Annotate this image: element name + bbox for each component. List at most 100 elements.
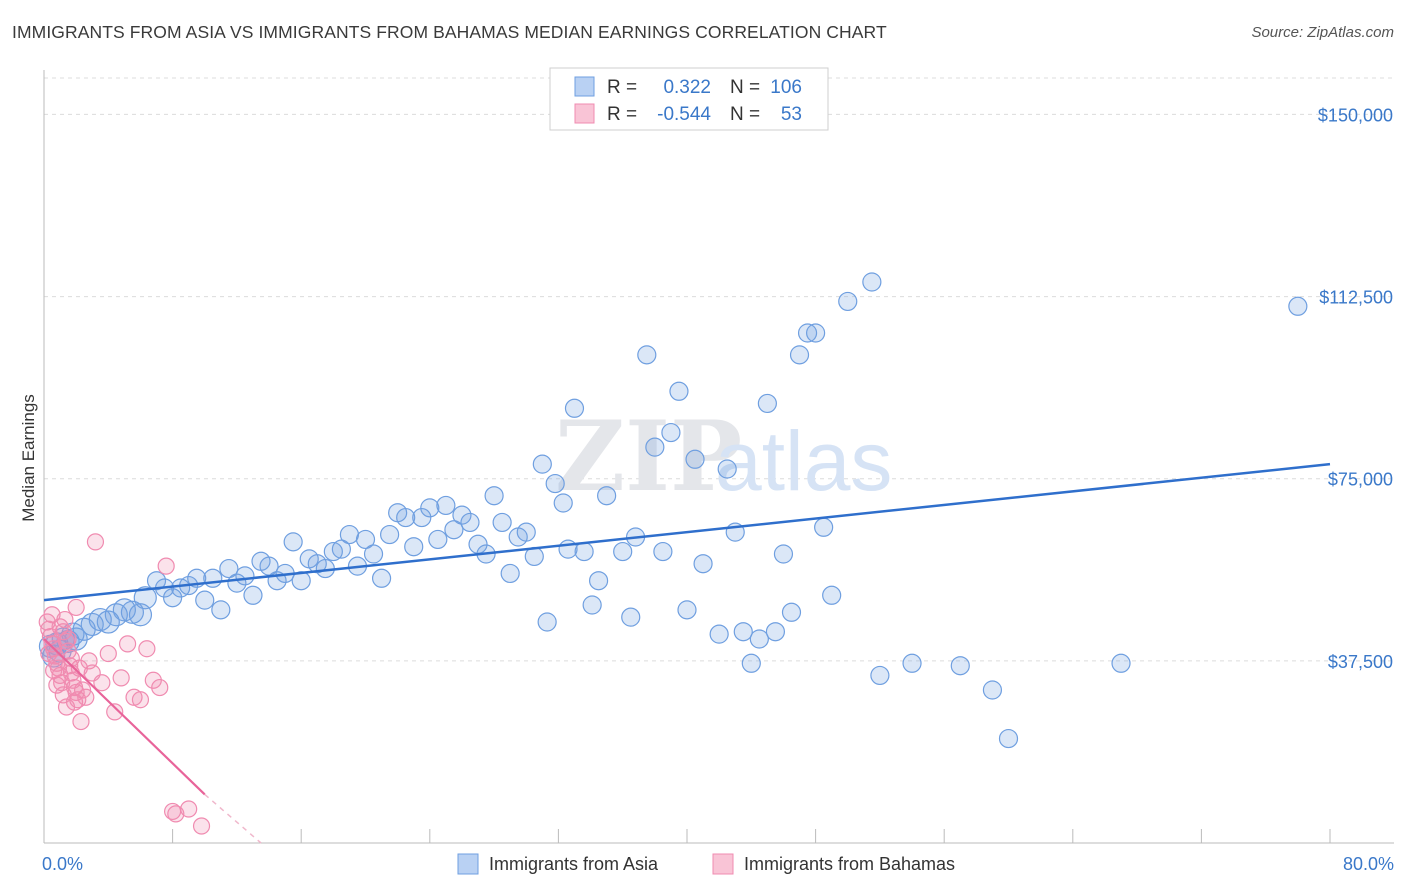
asia-point-79 (645, 437, 665, 457)
legend-swatch-bahamas (574, 103, 595, 124)
asia-point-46 (380, 524, 400, 545)
asia-point-106 (982, 680, 1003, 700)
asia-point-52 (428, 529, 448, 550)
asia-point-102 (862, 272, 882, 292)
asia-point-109 (1288, 296, 1308, 316)
axes (43, 70, 1394, 844)
asia-point-34 (283, 532, 303, 552)
asia-point-55 (452, 505, 472, 525)
asia-point-92 (757, 393, 777, 414)
asia-point-49 (404, 537, 424, 557)
asia-point-81 (661, 422, 681, 443)
asia-point-71 (574, 541, 594, 562)
asia-point-14 (120, 600, 145, 624)
asia-point-85 (693, 554, 713, 574)
bahamas-point-48 (67, 598, 85, 617)
asia-point-23 (195, 590, 215, 610)
asia-point-73 (588, 571, 609, 591)
legend-r-value-bahamas: -0.544 (657, 104, 711, 125)
asia-point-70 (564, 398, 585, 418)
bahamas-point-39 (112, 669, 130, 687)
y-tick-label-0: $37,500 (1328, 652, 1393, 672)
asia-point-91 (749, 629, 769, 649)
asia-point-75 (613, 541, 633, 562)
bahamas-point-24 (51, 618, 69, 636)
asia-point-93 (765, 622, 786, 642)
bahamas-point-26 (57, 698, 76, 716)
legend-r-value-asia: 0.322 (663, 77, 711, 98)
bahamas-point-46 (157, 557, 175, 575)
bahamas-point-21 (43, 606, 61, 624)
bottom-legend-swatch-asia (457, 853, 479, 875)
asia-point-103 (870, 665, 890, 686)
y-axis-title: Median Earnings (19, 394, 38, 522)
legend-n-value-bahamas: 53 (781, 104, 802, 125)
asia-point-97 (797, 323, 818, 343)
asia-point-44 (363, 544, 384, 564)
asia-point-82 (669, 381, 689, 401)
bahamas-points (38, 533, 211, 835)
bahamas-point-22 (45, 661, 63, 680)
asia-point-90 (741, 653, 761, 673)
bahamas-point-20 (40, 644, 58, 663)
bahamas-trend-line (43, 638, 206, 796)
asia-point-94 (773, 544, 794, 564)
legend-n-label-bahamas: N = (730, 104, 760, 125)
asia-point-67 (545, 473, 565, 494)
asia-point-19 (163, 588, 183, 608)
trend-lines (43, 462, 1331, 844)
bahamas-trend-extension (204, 793, 262, 844)
asia-point-60 (492, 512, 512, 533)
asia-point-26 (219, 558, 239, 579)
source-label: Source: ZipAtlas.com (1251, 24, 1394, 41)
bahamas-point-36 (93, 674, 111, 692)
legend-swatch-asia (574, 76, 595, 97)
bahamas-point-35 (86, 533, 105, 551)
bahamas-point-43 (138, 640, 156, 658)
asia-point-56 (460, 512, 480, 533)
asia-point-99 (814, 517, 834, 537)
asia-point-41 (339, 524, 360, 545)
asia-point-45 (371, 568, 392, 588)
bahamas-point-32 (77, 688, 95, 706)
asia-point-28 (235, 566, 255, 586)
asia-point-83 (677, 600, 697, 620)
asia-point-100 (822, 585, 842, 605)
asia-point-25 (211, 600, 231, 620)
asia-point-86 (709, 624, 729, 644)
legend-n-label-asia: N = (730, 77, 760, 98)
watermark-zip: ZIP (555, 400, 742, 513)
asia-points (38, 272, 1308, 749)
y-tick-labels: $37,500 $75,000 $112,500 $150,000 (1318, 105, 1393, 671)
asia-point-95 (781, 602, 802, 622)
y-tick-label-3: $150,000 (1318, 105, 1393, 125)
asia-point-65 (532, 454, 552, 474)
asia-point-16 (133, 586, 157, 610)
asia-point-68 (553, 493, 573, 513)
legend: R = 0.322 N = 106 R = -0.544 N = 53 (549, 67, 829, 131)
y-tick-label-2: $112,500 (1319, 288, 1393, 308)
y-tick-label-1: $75,000 (1328, 470, 1393, 490)
bottom-legend-bahamas: Immigrants from Bahamas (744, 854, 955, 874)
bahamas-point-38 (106, 703, 124, 721)
bahamas-point-50 (167, 805, 185, 823)
bahamas-point-42 (131, 691, 150, 709)
asia-point-59 (484, 486, 504, 506)
bahamas-point-29 (65, 693, 84, 711)
bahamas-point-45 (151, 678, 169, 697)
bahamas-point-51 (180, 800, 198, 818)
asia-point-24 (203, 568, 223, 588)
asia-point-54 (444, 520, 464, 540)
bahamas-point-47 (72, 712, 90, 731)
watermark-atlas: atlas (715, 414, 892, 508)
legend-r-label-bahamas: R = (607, 104, 637, 125)
bottom-legend-asia: Immigrants from Asia (489, 854, 659, 874)
bahamas-point-27 (59, 630, 77, 648)
asia-point-43 (355, 529, 376, 550)
asia-point-72 (582, 595, 602, 615)
asia-point-105 (950, 656, 970, 676)
asia-point-40 (331, 539, 351, 559)
x-tick-right: 80.0% (1343, 854, 1394, 874)
asia-point-51 (420, 498, 440, 518)
